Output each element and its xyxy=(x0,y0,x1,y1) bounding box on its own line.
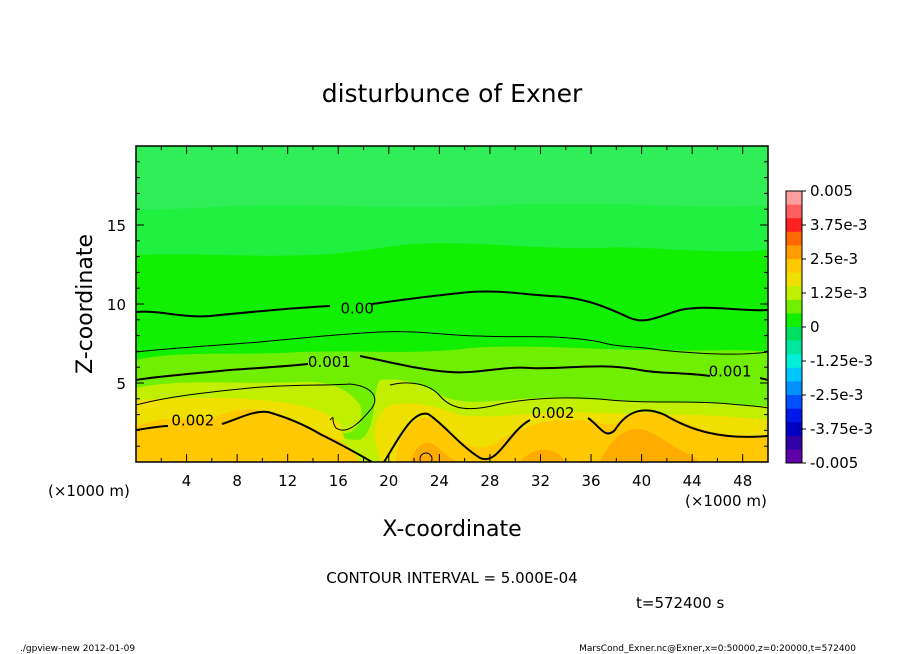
footer-left: ./gpview-new 2012-01-09 xyxy=(20,644,135,654)
top-contour-band xyxy=(136,146,768,210)
colorbar-swatch xyxy=(786,231,802,246)
colorbar-swatch xyxy=(786,204,802,219)
contour-label: 0.002 xyxy=(171,412,214,430)
colorbar-swatch xyxy=(786,449,802,464)
plot-area xyxy=(136,146,768,462)
colorbar-swatch xyxy=(786,313,802,328)
x-tick-label: 24 xyxy=(430,472,449,490)
contour-interval-text: CONTOUR INTERVAL = 5.000E-04 xyxy=(326,569,577,587)
y-tick-label: 15 xyxy=(107,217,126,235)
contour-label: 0.001 xyxy=(308,353,351,371)
colorbar-label: 2.5e-3 xyxy=(810,250,858,268)
colorbar-swatch xyxy=(786,422,802,437)
colorbar-swatch xyxy=(786,395,802,409)
contour-line-0-002 xyxy=(136,409,768,462)
colorbar-swatch xyxy=(786,218,802,233)
x-tick-label: 48 xyxy=(733,472,752,490)
colorbar-swatch xyxy=(786,191,802,205)
footer-right: MarsCond_Exner.nc@Exner,x=0:50000,z=0:20… xyxy=(579,644,856,654)
colorbar-swatch xyxy=(786,272,802,287)
x-axis-label: X-coordinate xyxy=(382,517,521,542)
x-tick-label: 16 xyxy=(329,472,348,490)
x-tick-label: 4 xyxy=(182,472,192,490)
x-tick-label: 32 xyxy=(531,472,550,490)
y-tick-label: 10 xyxy=(107,296,126,314)
y-axis-ticks: 5 10 15 xyxy=(107,161,768,447)
colorbar-swatch xyxy=(786,435,802,450)
colorbar-label: 1.25e-3 xyxy=(810,284,868,302)
x-tick-label: 20 xyxy=(379,472,398,490)
x-unit-left: (×1000 m) xyxy=(48,482,130,500)
x-tick-label: 36 xyxy=(581,472,600,490)
contour-line-0-001 xyxy=(136,355,768,381)
x-tick-label: 8 xyxy=(232,472,242,490)
colorbar-label: -0.005 xyxy=(810,454,858,472)
contour-label: 0.002 xyxy=(532,404,575,422)
colorbar-label: -2.5e-3 xyxy=(810,386,863,404)
colorbar-swatch xyxy=(786,327,802,341)
colorbar-label: -3.75e-3 xyxy=(810,420,873,438)
colorbar-swatch xyxy=(786,286,802,301)
colorbar-swatch xyxy=(786,367,802,382)
colorbar xyxy=(786,191,802,464)
colorbar-label: 0.005 xyxy=(810,182,853,200)
colorbar-swatch xyxy=(786,259,802,273)
contour-line-0-00 xyxy=(136,290,768,322)
time-text: t=572400 s xyxy=(636,594,724,612)
x-tick-label: 40 xyxy=(632,472,651,490)
colorbar-label: 3.75e-3 xyxy=(810,216,868,234)
colorbar-swatch xyxy=(786,408,802,423)
colorbar-label: 0 xyxy=(810,318,820,336)
chart-title: disturbunce of Exner xyxy=(322,79,583,108)
band-orange xyxy=(410,429,700,462)
contour-label: 0.001 xyxy=(709,363,752,381)
colorbar-swatch xyxy=(786,340,802,355)
colorbar-swatch xyxy=(786,354,802,369)
x-tick-label: 28 xyxy=(480,472,499,490)
colorbar-swatch xyxy=(786,299,802,314)
contour-line-thin-2 xyxy=(136,382,768,431)
colorbar-labels: 0.005 3.75e-3 2.5e-3 1.25e-3 0 -1.25e-3 -2.5e-… xyxy=(802,182,873,472)
colorbar-swatch xyxy=(786,381,802,396)
x-unit-right: (×1000 m) xyxy=(685,492,767,510)
contour-line-thin-1 xyxy=(136,331,768,355)
contour-closed-loop xyxy=(419,452,433,462)
contour-label: 0.00 xyxy=(340,299,373,317)
x-tick-label: 44 xyxy=(683,472,702,490)
contour-lines xyxy=(136,290,768,462)
contour-labels: 0.00 0.001 0.001 0.002 0.002 xyxy=(171,299,751,429)
colorbar-swatch xyxy=(786,245,802,260)
y-axis-label: Z-coordinate xyxy=(73,234,98,374)
x-tick-label: 12 xyxy=(278,472,297,490)
colorbar-label: -1.25e-3 xyxy=(810,352,873,370)
y-tick-label: 5 xyxy=(116,375,126,393)
x-axis-ticks: 4 8 12 16 20 24 28 32 36 40 44 48 xyxy=(160,146,752,490)
